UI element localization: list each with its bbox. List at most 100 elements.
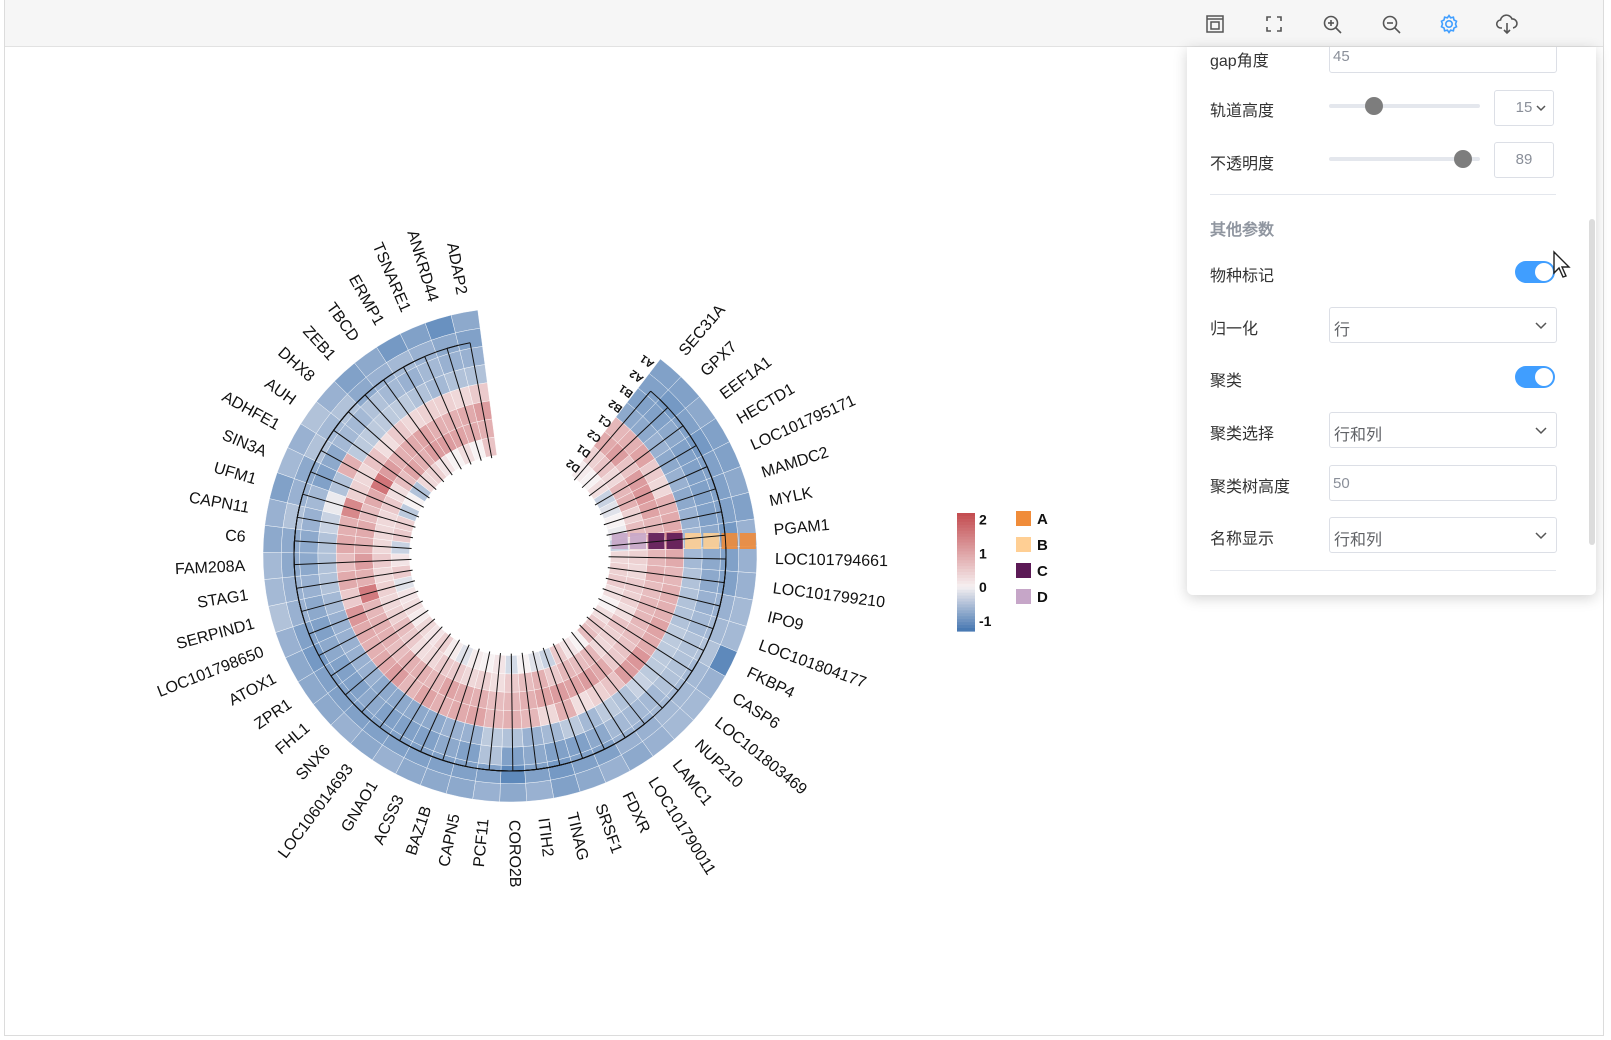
species-mark-switch[interactable] — [1515, 261, 1555, 283]
dendrogram-branch — [581, 407, 669, 489]
group-legend-swatch — [1016, 589, 1031, 604]
dendrogram-branch — [364, 394, 445, 483]
heatmap-cell — [262, 552, 283, 580]
dendrogram-branch — [603, 488, 716, 526]
chevron-down-icon — [1535, 532, 1547, 540]
settings-panel: gap角度 轨道高度 15 不透明度 89 其他参数 物种标记 归一化 行 聚类… — [1187, 47, 1596, 595]
color-scale-swatch — [957, 527, 975, 532]
dendrogram-branch — [465, 651, 491, 767]
color-scale-swatch — [957, 524, 975, 529]
color-scale-swatch — [957, 563, 975, 567]
dendrogram-branch — [420, 644, 470, 752]
tree-height-input[interactable] — [1329, 465, 1557, 501]
color-scale-swatch — [957, 572, 975, 576]
group-legend-swatch — [1016, 537, 1031, 552]
gene-label: LOC101794661 — [775, 551, 888, 570]
dendrogram-branch — [602, 588, 714, 630]
species-mark-label: 物种标记 — [1210, 268, 1275, 285]
color-scale-tick: 2 — [979, 512, 987, 528]
color-scale-swatch — [957, 530, 975, 535]
dendrogram-branch — [588, 425, 684, 497]
dendrogram-branch — [446, 348, 482, 461]
gene-label: ADAP2 — [443, 241, 469, 296]
dendrogram-branch — [608, 534, 726, 547]
download-icon[interactable] — [1495, 12, 1519, 36]
color-scale-tick: 0 — [979, 579, 987, 595]
gene-label: SNX6 — [293, 742, 334, 784]
color-scale-swatch — [957, 583, 975, 588]
color-scale-swatch — [957, 601, 975, 606]
color-scale-swatch — [957, 574, 975, 579]
heatmap-cell — [524, 761, 551, 784]
color-scale-swatch — [957, 592, 975, 597]
track-height-slider[interactable] — [1329, 104, 1480, 108]
dendrogram-branch — [598, 598, 704, 651]
zoom-out-icon[interactable] — [1379, 12, 1403, 36]
gene-label: SRSF1 — [591, 802, 624, 856]
opacity-slider-thumb[interactable] — [1454, 150, 1473, 168]
gene-label: LOC101803469 — [711, 714, 810, 798]
color-scale-swatch — [957, 610, 975, 614]
panel-scrollbar[interactable] — [1589, 219, 1595, 545]
gene-label: LOC106014693 — [275, 761, 357, 862]
track-height-slider-thumb[interactable] — [1365, 97, 1384, 115]
gene-label: C6 — [225, 528, 247, 546]
color-scale-swatch — [957, 521, 975, 526]
dendrogram-branch — [330, 609, 429, 677]
fullscreen-icon[interactable] — [1262, 12, 1286, 36]
opacity-slider[interactable] — [1329, 157, 1480, 161]
heatmap-cell — [525, 779, 554, 802]
heatmap-cell — [281, 527, 302, 553]
sample-group-square — [684, 533, 701, 549]
dendrogram-branch — [345, 618, 436, 696]
dendrogram-branch — [599, 466, 708, 516]
sample-group-square — [630, 533, 647, 549]
gap-angle-input[interactable] — [1329, 47, 1557, 73]
track-height-label: 轨道高度 — [1210, 103, 1275, 120]
normalize-select[interactable]: 行 — [1329, 307, 1557, 343]
dendrogram-branch — [510, 653, 514, 771]
gene-label: SIN3A — [220, 427, 270, 461]
sample-group-square — [703, 533, 720, 549]
dendrogram-branch — [310, 471, 420, 518]
track-height-select[interactable]: 15 — [1494, 90, 1554, 126]
tree-height-label: 聚类树高度 — [1210, 479, 1291, 496]
group-legend-label: B — [1037, 537, 1048, 554]
dendrogram-branch — [594, 445, 697, 506]
other-params-title: 其他参数 — [1210, 222, 1275, 239]
cluster-choice-select[interactable]: 行和列 — [1329, 412, 1557, 448]
dendrogram-branch — [571, 631, 646, 725]
gap-angle-label: gap角度 — [1210, 53, 1269, 70]
dendrogram-branch — [552, 643, 605, 750]
color-scale-swatch — [957, 598, 975, 603]
fit-view-icon[interactable] — [1203, 12, 1227, 36]
color-scale-swatch — [957, 625, 975, 629]
dendrogram-branch — [383, 379, 453, 476]
heatmap-cell — [737, 545, 758, 574]
chevron-down-icon — [1536, 105, 1546, 112]
heatmap-cell — [281, 552, 301, 578]
settings-icon[interactable] — [1437, 12, 1461, 36]
gene-label: ZPR1 — [252, 696, 295, 733]
color-scale-swatch — [957, 513, 975, 517]
color-scale-swatch — [957, 560, 975, 564]
dendrogram-branch — [469, 342, 493, 459]
color-scale-swatch — [957, 542, 975, 547]
name-display-select[interactable]: 行和列 — [1329, 517, 1557, 553]
color-scale-swatch — [957, 548, 975, 552]
zoom-in-icon[interactable] — [1320, 12, 1344, 36]
chevron-down-icon — [1535, 427, 1547, 435]
opacity-input[interactable]: 89 — [1494, 142, 1554, 178]
cluster-switch[interactable] — [1515, 366, 1555, 388]
gene-label: PCF11 — [471, 818, 493, 868]
gene-label: UFM1 — [212, 460, 259, 489]
dendrogram-branch — [379, 633, 451, 728]
gene-label: ITIH2 — [534, 817, 556, 858]
group-legend-swatch — [1016, 563, 1031, 578]
gene-label: GPX7 — [698, 338, 741, 380]
color-scale-swatch — [957, 551, 975, 555]
gene-label: ANKRD44 — [403, 228, 441, 304]
sample-group-square — [739, 533, 756, 549]
name-display-label: 名称显示 — [1210, 531, 1275, 548]
sample-group-square — [611, 533, 628, 549]
